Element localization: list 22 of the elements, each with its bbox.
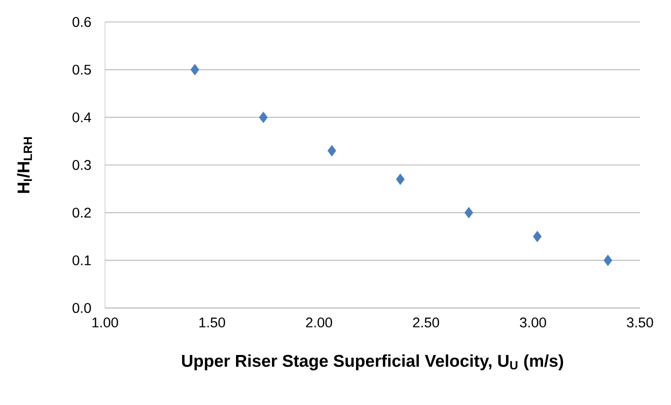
x-axis-title: Upper Riser Stage Superficial Velocity, U$_{U}$ (m/s) xyxy=(182,354,564,370)
x-tick-label: 2.00 xyxy=(306,318,332,328)
y-tick-label: 0.0 xyxy=(72,303,91,313)
point xyxy=(259,112,268,124)
y-tick-label: 0.3 xyxy=(72,160,91,170)
point xyxy=(464,206,474,218)
y-tick-label: 0.6 xyxy=(72,17,91,27)
point xyxy=(396,174,405,185)
x-tick-label: 1.50 xyxy=(199,318,226,328)
point xyxy=(532,230,542,242)
point xyxy=(190,64,200,76)
y-tick-label: 0.2 xyxy=(72,208,91,218)
x-tick-label: 1.00 xyxy=(92,318,118,328)
point xyxy=(328,145,336,156)
point xyxy=(604,254,612,266)
y-tick-label: 0.5 xyxy=(72,64,91,75)
x-tick-label: 3.50 xyxy=(626,318,654,328)
y-axis-title: H$_{I}$/H$_{LRH}$ xyxy=(17,137,32,193)
y-tick-label: 0.1 xyxy=(72,255,91,266)
x-tick-label: 2.50 xyxy=(413,318,440,328)
y-tick-label: 0.4 xyxy=(72,112,92,122)
x-tick-label: 3.00 xyxy=(520,318,546,328)
